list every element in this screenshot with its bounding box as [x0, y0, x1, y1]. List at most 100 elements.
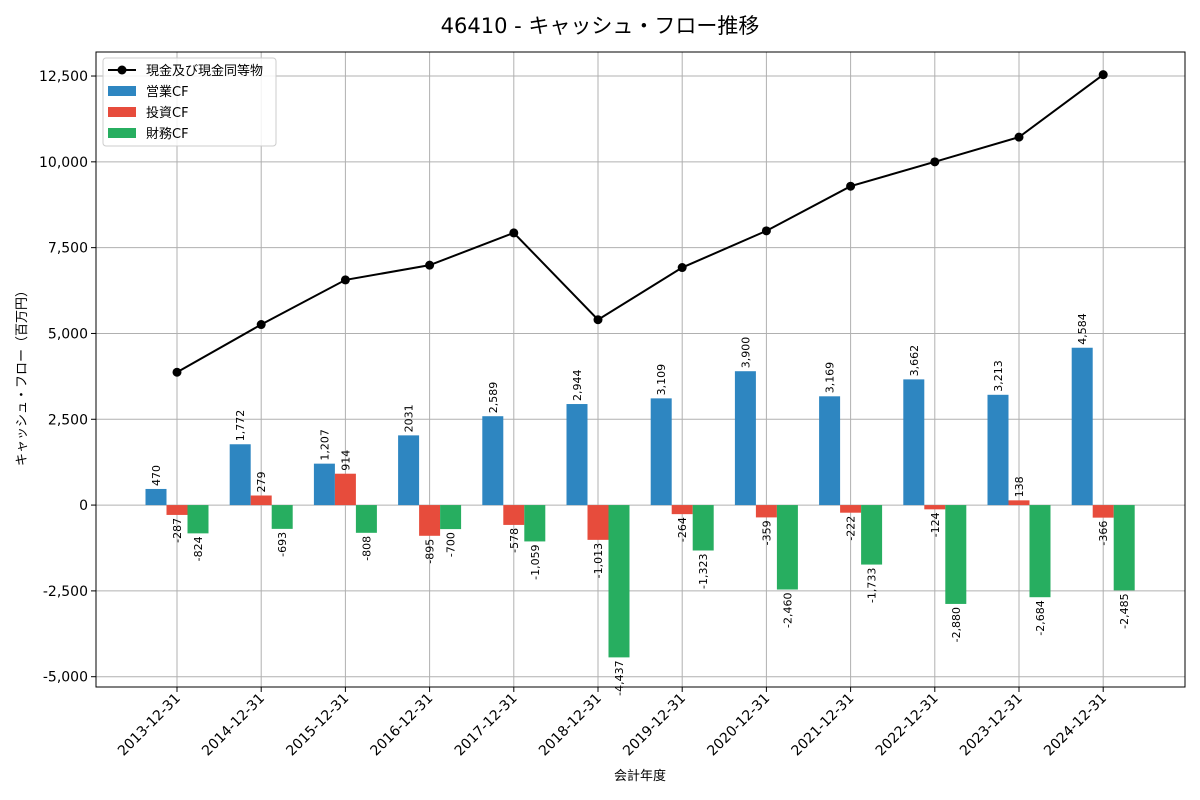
- bar-data-label: -366: [1097, 521, 1110, 546]
- cash-line-point: [172, 367, 182, 377]
- bar-data-label: -2,460: [781, 593, 794, 628]
- legend-bar-swatch: [108, 86, 136, 96]
- plot-frame: [95, 51, 1186, 688]
- bar-営業CF: [1071, 347, 1093, 506]
- y-axis-ticks: -5,000 -2,500 0 2,500 5,000 7,500 10,000 12,500: [39, 69, 96, 686]
- bar-data-label: -1,059: [529, 544, 542, 579]
- legend-label: 財務CF: [146, 127, 189, 142]
- bar-投資CF: [419, 505, 441, 536]
- x-axis-ticks: 2013-12-31 2014-12-31 2015-12-31 2016-12-31…: [115, 687, 1110, 759]
- bar-data-label: -2,485: [1118, 593, 1131, 628]
- bar-財務CF: [187, 505, 209, 534]
- bar-data-label: -578: [508, 528, 521, 553]
- bar-財務CF: [608, 505, 630, 658]
- x-tick-label: 2023-12-31: [957, 691, 1026, 760]
- bar-data-label: -4,437: [613, 660, 626, 695]
- bar-財務CF: [1113, 505, 1135, 591]
- bar-財務CF: [776, 505, 798, 590]
- x-tick-label: 2024-12-31: [1041, 691, 1110, 760]
- y-tick-label: 10,000: [39, 155, 88, 171]
- x-tick-label: 2021-12-31: [789, 691, 858, 760]
- x-tick-label: 2016-12-31: [368, 691, 437, 760]
- bar-data-label: -693: [276, 532, 289, 557]
- bar-data-label: 4,584: [1076, 313, 1089, 345]
- x-tick-label: 2014-12-31: [199, 691, 268, 760]
- bar-data-label: 2,944: [571, 370, 584, 402]
- bar-営業CF: [566, 404, 588, 506]
- bar-財務CF: [524, 505, 546, 542]
- bar-data-label: -264: [676, 517, 689, 542]
- bar-投資CF: [587, 505, 609, 540]
- bar-営業CF: [229, 444, 251, 506]
- bar-営業CF: [398, 435, 420, 506]
- bar-財務CF: [271, 505, 293, 529]
- cash-line-point: [761, 226, 771, 236]
- x-tick-label: 2017-12-31: [452, 691, 521, 760]
- y-tick-label: 5,000: [48, 326, 88, 342]
- y-tick-label: 2,500: [48, 412, 88, 428]
- bar-投資CF: [840, 505, 862, 513]
- bar-営業CF: [734, 371, 756, 506]
- bar-data-label: 914: [339, 450, 352, 471]
- bar-labels: 470 1,772 1,207 2031 2,589 2,944 3,109 3,900 3,1…: [150, 313, 1131, 696]
- cash-line: [172, 70, 1108, 377]
- bar-営業CF: [650, 398, 672, 506]
- bar-営業CF: [313, 463, 335, 506]
- bar-data-label: -895: [424, 539, 437, 564]
- bar-data-label: 3,900: [739, 337, 752, 369]
- bar-data-label: -700: [445, 532, 458, 557]
- y-tick-label: 0: [79, 498, 88, 514]
- bar-data-label: 1,207: [318, 429, 331, 461]
- bar-data-label: 1,772: [234, 410, 247, 442]
- bar-財務CF: [692, 505, 714, 551]
- bar-財務CF: [861, 505, 883, 565]
- bar-data-label: -808: [360, 536, 373, 561]
- bar-data-label: -1,013: [592, 543, 605, 578]
- x-tick-label: 2018-12-31: [536, 691, 605, 760]
- cash-line-point: [256, 320, 266, 330]
- legend-marker: [117, 65, 127, 75]
- bar-data-label: 138: [1013, 476, 1026, 497]
- cash-line-point: [1014, 132, 1024, 142]
- cash-line-point: [593, 315, 603, 325]
- bar-data-label: 3,213: [992, 360, 1005, 392]
- bar-投資CF: [166, 505, 188, 515]
- bar-投資CF: [924, 505, 946, 510]
- bar-財務CF: [945, 505, 967, 604]
- x-tick-label: 2022-12-31: [873, 691, 942, 760]
- bars: [145, 347, 1135, 658]
- legend-bar-swatch: [108, 128, 136, 138]
- bar-投資CF: [1092, 505, 1114, 518]
- legend-label: 投資CF: [146, 105, 189, 121]
- bar-財務CF: [440, 505, 462, 530]
- bar-data-label: 3,169: [824, 362, 837, 394]
- bar-data-label: 470: [150, 465, 163, 486]
- bar-data-label: 2,589: [487, 382, 500, 414]
- cash-line-point: [425, 260, 435, 270]
- y-tick-label: 12,500: [39, 69, 88, 85]
- bar-営業CF: [819, 396, 841, 506]
- cash-line-path: [176, 73, 1104, 374]
- bar-投資CF: [1008, 500, 1030, 506]
- bar-data-label: -2,880: [950, 607, 963, 642]
- cash-line-point: [1098, 70, 1108, 80]
- bar-営業CF: [145, 488, 167, 506]
- bar-data-label: 2031: [403, 404, 416, 432]
- legend-label: 営業CF: [146, 84, 189, 100]
- y-tick-label: 7,500: [48, 241, 88, 257]
- bar-data-label: 3,109: [655, 364, 668, 396]
- bar-data-label: -1,733: [866, 568, 879, 603]
- bar-data-label: 279: [255, 472, 268, 493]
- bar-営業CF: [482, 416, 504, 506]
- y-axis-label: キャッシュ・フロー（百万円）: [15, 284, 30, 466]
- grid: [96, 52, 1185, 687]
- bar-投資CF: [334, 473, 356, 506]
- bar-財務CF: [355, 505, 377, 533]
- legend-bar-swatch: [108, 107, 136, 117]
- bar-data-label: 3,662: [908, 345, 921, 377]
- bar-data-label: -2,684: [1034, 600, 1047, 635]
- bar-data-label: -824: [192, 536, 205, 561]
- bar-data-label: -124: [929, 512, 942, 537]
- bar-data-label: -1,323: [697, 553, 710, 588]
